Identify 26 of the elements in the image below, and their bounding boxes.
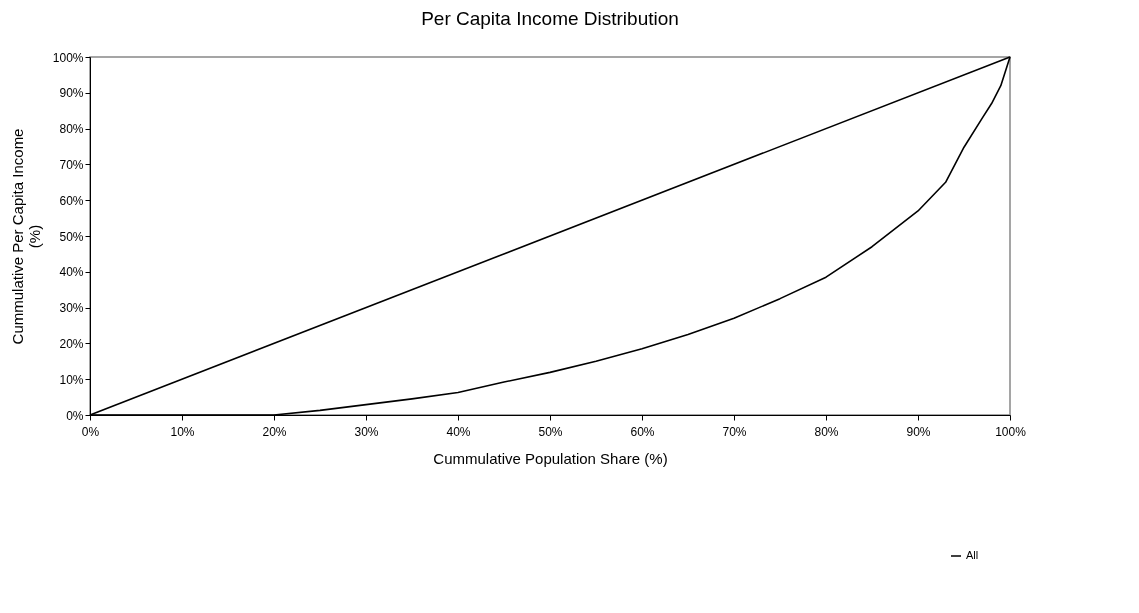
y-tick-label: 10%	[59, 372, 84, 387]
y-tick-label: 100%	[52, 50, 84, 65]
y-tick-label: 90%	[59, 86, 84, 101]
x-tick-label: 100%	[995, 424, 1027, 439]
y-tick-label: 30%	[59, 301, 84, 316]
y-axis-title: Cummulative Per Capita Income (%)	[8, 128, 43, 345]
x-tick-label: 80%	[814, 424, 839, 439]
y-tick-label: 80%	[59, 122, 84, 137]
x-axis-title: Cummulative Population Share (%)	[433, 449, 668, 467]
y-tick-label: 20%	[59, 336, 84, 351]
x-tick-label: 10%	[170, 424, 195, 439]
y-tick-label: 60%	[59, 193, 84, 208]
x-tick-label: 50%	[538, 424, 563, 439]
x-tick-label: 40%	[446, 424, 471, 439]
x-tick-label: 30%	[354, 424, 379, 439]
x-tick-label: 20%	[262, 424, 287, 439]
legend-label: All	[966, 549, 979, 561]
y-tick-label: 40%	[59, 265, 84, 280]
x-tick-label: 60%	[630, 424, 655, 439]
x-tick-label: 90%	[906, 424, 931, 439]
chart-title: Per Capita Income Distribution	[421, 8, 679, 29]
y-tick-label: 50%	[59, 229, 84, 244]
y-tick-label: 70%	[59, 157, 84, 172]
x-tick-label: 70%	[722, 424, 747, 439]
y-tick-label: 0%	[66, 408, 84, 423]
x-tick-label: 0%	[81, 424, 100, 439]
